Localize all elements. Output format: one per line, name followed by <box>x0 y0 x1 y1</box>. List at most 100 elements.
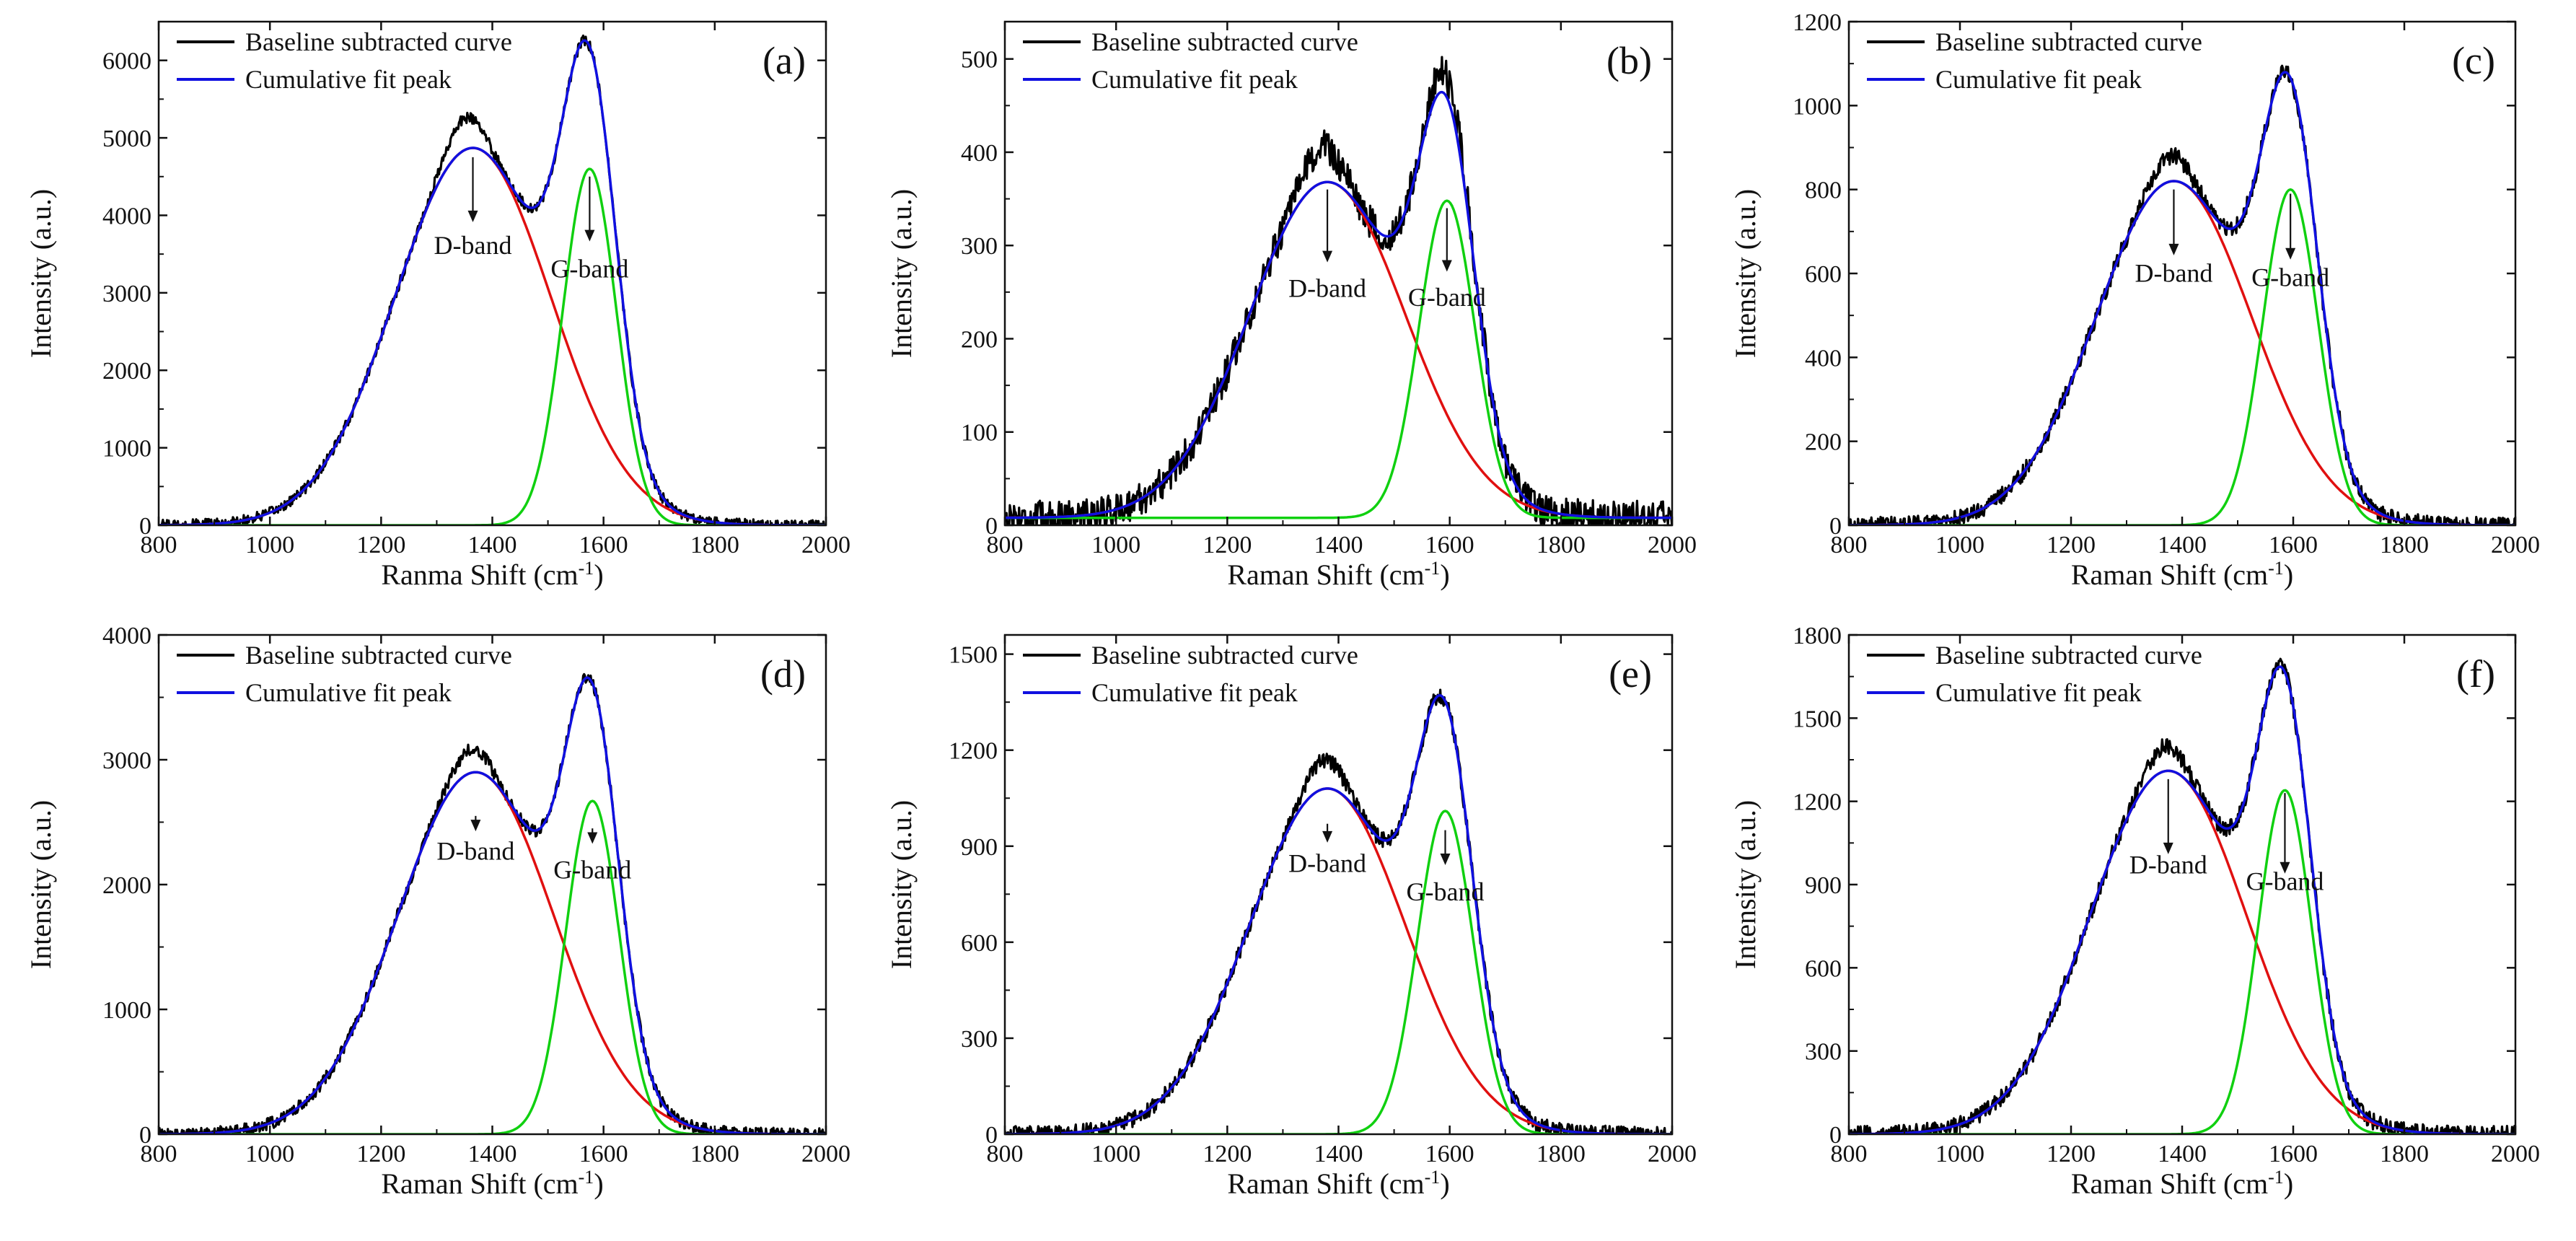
x-tick-label: 1600 <box>1425 532 1474 558</box>
legend-label-cumulative: Cumulative fit peak <box>1091 65 1298 94</box>
y-tick-label: 1200 <box>949 738 998 765</box>
raw-spectrum-line <box>159 672 826 1134</box>
plot-curves <box>1849 64 2515 525</box>
plot-frame <box>157 20 827 527</box>
legend-label-raw: Baseline subtracted curve <box>1091 641 1358 670</box>
raw-spectrum-line <box>1849 657 2515 1134</box>
y-tick-label: 0 <box>1829 513 1842 540</box>
x-tick-label: 1600 <box>579 1141 628 1167</box>
x-tick-label: 1800 <box>690 532 739 558</box>
d-band-label: D-band <box>434 231 512 260</box>
y-tick-label: 4000 <box>102 203 151 229</box>
x-tick-label: 2000 <box>801 532 850 558</box>
raw-spectrum-line <box>1005 688 1672 1134</box>
x-tick-label: 1400 <box>468 532 517 558</box>
chart-panel-a: 800 1000 1200 1400 1600 1800 2000 0 1000 2000 3000… <box>25 20 850 592</box>
x-axis-label: Ranma Shift (cm-1) <box>381 558 603 592</box>
x-tick-label: 800 <box>1831 532 1868 558</box>
g-band-label: G-band <box>553 855 631 884</box>
legend-label-raw: Baseline subtracted curve <box>245 641 512 670</box>
plot-curves <box>159 34 826 525</box>
panel-label: (d) <box>760 652 806 696</box>
g-band-fit-line <box>1849 789 2515 1134</box>
y-tick-label: 300 <box>1805 1039 1842 1066</box>
x-tick-label: 2000 <box>2491 532 2540 558</box>
y-tick-label: 6000 <box>102 48 151 75</box>
g-band-fit-line <box>1849 188 2515 525</box>
y-tick-label: 900 <box>961 834 998 861</box>
x-tick-label: 1000 <box>1091 1141 1140 1167</box>
d-band-fit-line <box>159 771 826 1134</box>
x-tick-label: 1200 <box>356 532 405 558</box>
x-tick-label: 800 <box>141 1141 177 1167</box>
x-axis-label: Raman Shift (cm-1) <box>381 1167 603 1201</box>
x-tick-label: 1000 <box>245 1141 294 1167</box>
y-tick-label: 600 <box>961 930 998 957</box>
legend-label-cumulative: Cumulative fit peak <box>1935 678 2142 707</box>
x-tick-label: 800 <box>987 532 1024 558</box>
y-tick-label: 400 <box>1805 345 1842 372</box>
y-axis-label: Intensity (a.u.) <box>885 189 918 358</box>
cumulative-fit-line <box>1005 693 1672 1134</box>
d-band-label: D-band <box>1288 848 1366 877</box>
y-tick-label: 2000 <box>102 872 151 899</box>
y-tick-label: 0 <box>985 513 998 540</box>
x-tick-label: 800 <box>1831 1141 1868 1167</box>
panel-label: (f) <box>2456 652 2495 696</box>
y-axis-label: Intensity (a.u.) <box>1729 189 1762 358</box>
d-band-fit-line <box>1849 180 2515 525</box>
chart-panel-f: 800 1000 1200 1400 1600 1800 2000 0 300 600 900 120… <box>1729 623 2540 1200</box>
x-tick-label: 1000 <box>1935 532 1984 558</box>
legend-label-cumulative: Cumulative fit peak <box>245 65 452 94</box>
x-tick-label: 1600 <box>2269 532 2318 558</box>
legend-label-raw: Baseline subtracted curve <box>1935 27 2202 56</box>
y-tick-label: 0 <box>139 513 151 540</box>
x-tick-label: 800 <box>141 532 177 558</box>
x-axis-label: Raman Shift (cm-1) <box>1227 1167 1449 1201</box>
y-tick-label: 4000 <box>102 623 151 649</box>
x-tick-label: 2000 <box>2491 1141 2540 1167</box>
legend-label-raw: Baseline subtracted curve <box>1091 27 1358 56</box>
y-tick-label: 900 <box>1805 872 1842 899</box>
y-tick-label: 1500 <box>1793 706 1842 732</box>
y-tick-label: 300 <box>961 1026 998 1053</box>
d-band-label: D-band <box>436 836 514 865</box>
plot-frame <box>1003 633 1674 1136</box>
x-tick-label: 1400 <box>2158 532 2207 558</box>
annotation-arrow-head <box>1322 250 1333 263</box>
y-tick-label: 1000 <box>102 436 151 462</box>
y-tick-label: 0 <box>985 1122 998 1149</box>
d-band-fit-line <box>1849 769 2515 1134</box>
y-tick-label: 300 <box>961 233 998 260</box>
annotation-arrow-head <box>2285 247 2296 260</box>
annotation-arrow-head <box>587 832 598 844</box>
y-axis-label: Intensity (a.u.) <box>25 189 57 358</box>
annotation-arrow-head <box>584 229 595 242</box>
x-tick-label: 1400 <box>1314 1141 1363 1167</box>
g-band-fit-line <box>1005 199 1672 519</box>
y-tick-label: 1500 <box>949 642 998 669</box>
d-band-label: D-band <box>2135 259 2212 288</box>
x-tick-label: 1000 <box>1935 1141 1984 1167</box>
x-tick-label: 1200 <box>1203 1141 1252 1167</box>
x-tick-label: 1400 <box>1314 532 1363 558</box>
y-tick-label: 600 <box>1805 955 1842 982</box>
x-tick-label: 1200 <box>2047 1141 2096 1167</box>
y-tick-label: 3000 <box>102 281 151 307</box>
annotation-arrow-head <box>1440 853 1451 865</box>
x-tick-label: 1400 <box>468 1141 517 1167</box>
panel-label: (e) <box>1609 652 1652 696</box>
y-tick-label: 600 <box>1805 261 1842 288</box>
d-band-fit-line <box>1005 787 1672 1134</box>
chart-panel-b: 800 1000 1200 1400 1600 1800 2000 0 100 200 300 400… <box>885 20 1697 591</box>
g-band-label: G-band <box>1408 283 1486 312</box>
g-band-label: G-band <box>2246 867 2324 896</box>
g-band-fit-line <box>159 167 826 525</box>
annotation-arrow-head <box>2280 861 2290 874</box>
annotation-arrow-head <box>470 820 481 832</box>
x-tick-label: 1400 <box>2158 1141 2207 1167</box>
cumulative-fit-line <box>159 676 826 1134</box>
x-tick-label: 1800 <box>2380 532 2429 558</box>
plot-curves <box>1849 657 2515 1134</box>
y-tick-label: 800 <box>1805 177 1842 204</box>
